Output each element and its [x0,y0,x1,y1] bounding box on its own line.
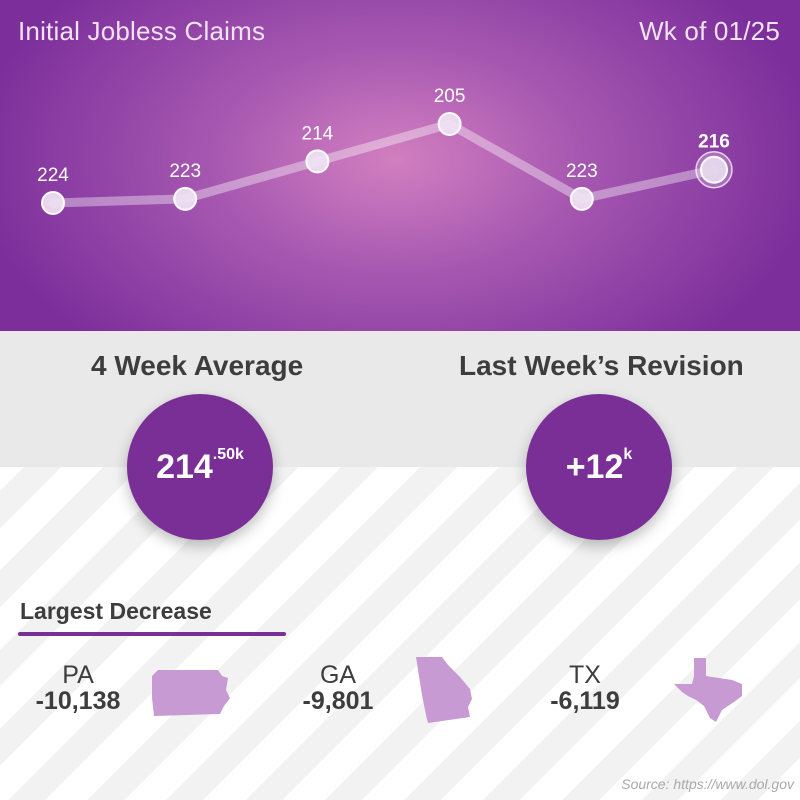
state-abbr: GA [319,661,357,689]
data-label: 223 [566,161,598,182]
four-week-average-suffix: .50k [212,446,244,463]
data-label: 205 [434,86,466,107]
data-point [41,191,65,215]
chart-panel: 224 223 214 205 223 216 Initial Jobless Claim… [0,0,800,331]
georgia-map-icon [416,657,472,723]
data-point [173,186,198,211]
data-point [700,155,728,184]
data-point [569,186,594,211]
line-chart: 224 223 214 205 223 216 [37,86,733,215]
data-label: 214 [302,123,334,144]
last-week-revision-title: Last Week’s Revision [459,350,744,381]
data-point [437,112,462,136]
state-change: -9,801 [302,687,374,715]
week-label: Wk of 01/25 [639,16,780,46]
data-label: 216 [698,132,730,153]
data-point [305,149,330,174]
series-line [48,119,719,208]
largest-decrease-title: Largest Decrease [20,598,212,624]
four-week-average-circle: 214.50k [127,394,273,540]
state-change: -6,119 [550,687,620,715]
largest-decrease-underline [18,632,286,636]
texas-map-icon [674,658,742,722]
state-item-ga: GA -9,801 [288,662,388,714]
state-item-pa: PA -10,138 [18,662,138,714]
state-abbr: TX [569,661,601,689]
chart-title: Initial Jobless Claims [18,16,266,46]
four-week-average-title: 4 Week Average [91,350,304,381]
source-credit: Source: https://www.dol.gov [621,776,794,792]
pennsylvania-map-icon [152,670,230,716]
state-item-tx: TX -6,119 [545,662,625,714]
revision-circle: +12 k [526,394,672,540]
data-label: 223 [169,161,201,182]
revision-value: +12 [565,447,624,486]
revision-suffix: k [623,446,633,463]
data-label: 224 [37,165,69,186]
state-abbr: PA [62,661,94,689]
four-week-average-value: 214 [156,447,213,486]
state-change: -10,138 [35,687,121,715]
